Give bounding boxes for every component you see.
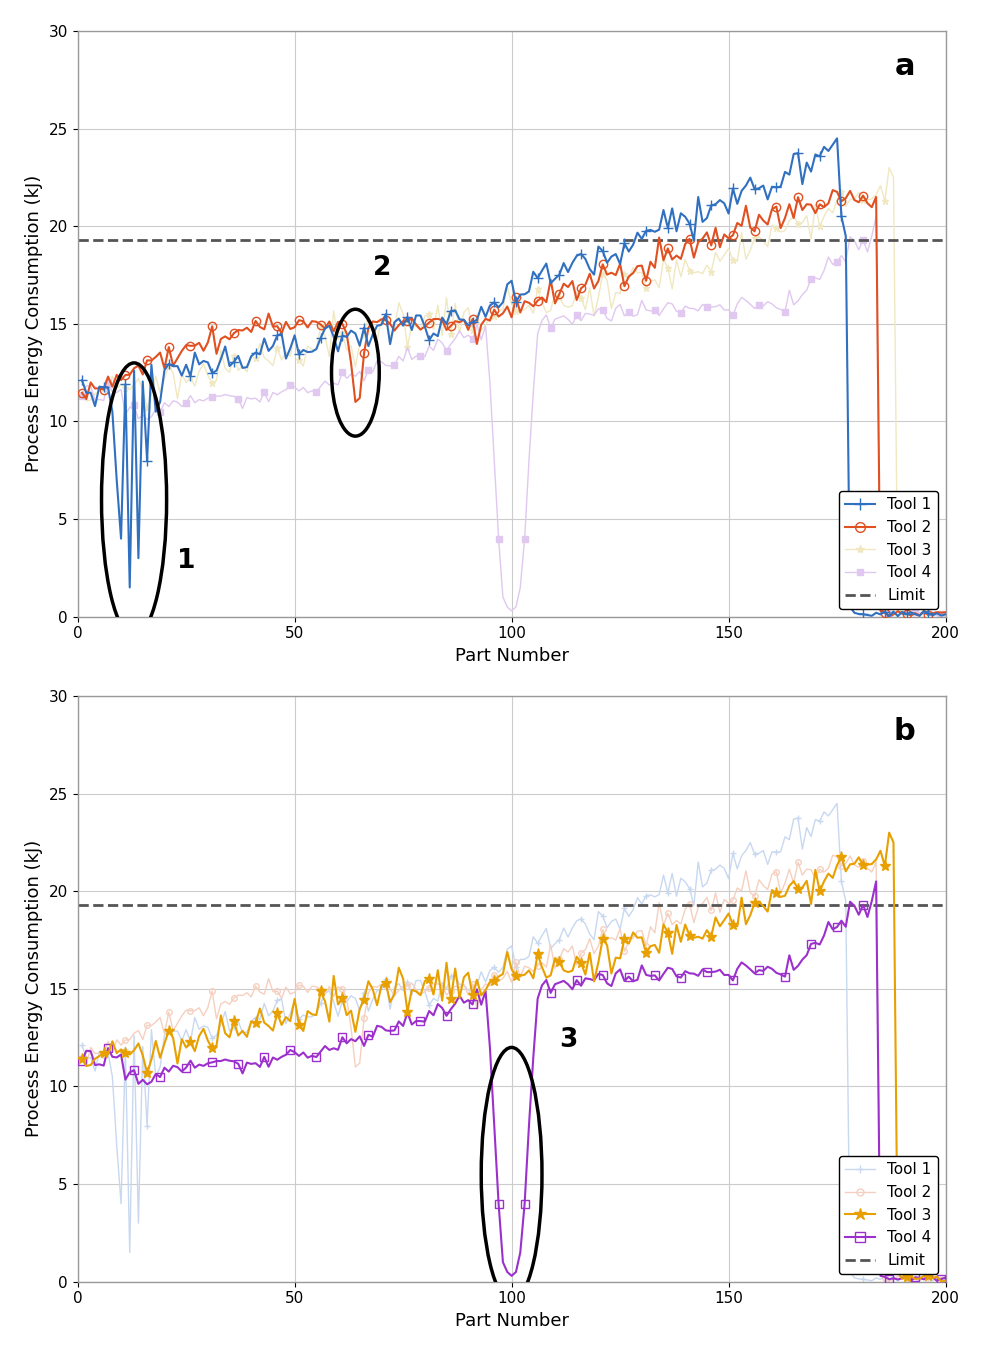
Legend: Tool 1, Tool 2, Tool 3, Tool 4, Limit: Tool 1, Tool 2, Tool 3, Tool 4, Limit	[838, 1156, 938, 1274]
Y-axis label: Process Energy Consumption (kJ): Process Energy Consumption (kJ)	[25, 840, 43, 1137]
Text: a: a	[894, 51, 915, 80]
X-axis label: Part Number: Part Number	[455, 1312, 568, 1331]
Text: b: b	[893, 717, 915, 745]
Legend: Tool 1, Tool 2, Tool 3, Tool 4, Limit: Tool 1, Tool 2, Tool 3, Tool 4, Limit	[838, 492, 938, 610]
Text: 2: 2	[372, 255, 391, 280]
Text: 1: 1	[177, 547, 196, 575]
X-axis label: Part Number: Part Number	[455, 646, 568, 665]
Y-axis label: Process Energy Consumption (kJ): Process Energy Consumption (kJ)	[25, 175, 43, 473]
Text: 3: 3	[559, 1027, 578, 1053]
